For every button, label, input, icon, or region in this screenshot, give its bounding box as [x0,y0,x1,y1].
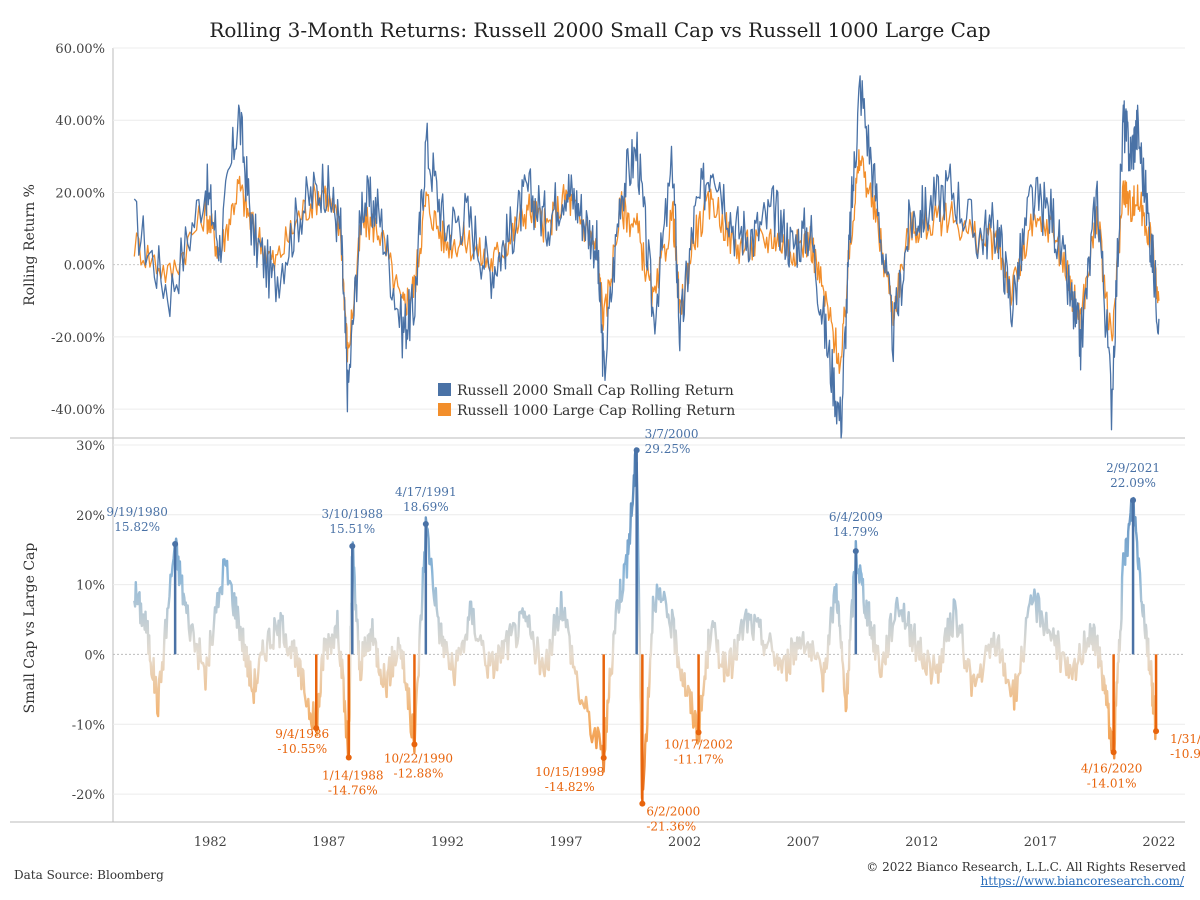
top-y-tick-label: -40.00% [51,403,105,418]
annotation-value-label: -14.82% [545,780,595,794]
top-y-tick-label: 0.00% [64,259,105,274]
annotation-date-label: 1/31/2022 [1170,732,1200,746]
top-y-tick-label: 60.00% [55,42,105,57]
x-tick-label: 2007 [787,835,820,850]
annotation-marker [313,725,320,732]
annotation-value-label: -12.88% [394,766,444,780]
bottom-y-axis-label: Small Cap vs Large Cap [22,543,38,714]
annotation-date-label: 9/4/1986 [275,727,329,741]
annotation-date-label: 3/10/1988 [322,507,384,521]
annotation-date-label: 10/15/1998 [535,765,604,779]
bottom-y-tick-label: -20% [72,788,105,803]
bottom-y-tick-label: -10% [72,718,105,733]
top-gridlines [113,47,1185,410]
bottom-y-tick-label: 20% [76,509,105,524]
bottom-y-tick-label: 0% [84,648,105,663]
x-tick-label: 2012 [905,835,938,850]
annotation-date-label: 4/16/2020 [1081,761,1143,775]
annotation-marker [1110,749,1117,756]
annotation-value-label: 15.82% [114,520,160,534]
website-link[interactable]: https://www.biancoresearch.com/ [980,874,1184,888]
annotation-value-label: 18.69% [403,500,449,514]
top-series-group [133,75,1160,439]
top-y-tick-label: 20.00% [55,186,105,201]
top-y-tick-label: 40.00% [55,114,105,129]
legend-label-small-cap: Russell 2000 Small Cap Rolling Return [457,383,734,399]
annotation-value-label: 22.09% [1110,476,1156,490]
annotation-marker [852,548,859,555]
copyright-note: © 2022 Bianco Research, L.L.C. All Right… [866,860,1186,874]
legend-label-large-cap: Russell 1000 Large Cap Rolling Return [457,403,735,419]
chart-title: Rolling 3-Month Returns: Russell 2000 Sm… [209,18,991,42]
annotation-value-label: 14.79% [833,525,879,539]
annotation-marker [172,540,179,547]
annotation-marker [411,741,418,748]
legend-swatch-large-cap [438,403,451,416]
annotation-marker [422,520,429,527]
annotation-date-label: 10/22/1990 [384,751,453,765]
annotation-marker [345,754,352,761]
bottom-y-tick-label: 10% [76,579,105,594]
x-tick-label: 1997 [549,835,582,850]
bottom-y-tick-labels: 30% 20% 10% 0% -10% -20% [72,439,105,803]
annotation-value-label: -10.98% [1170,747,1200,761]
annotation-value-label: -21.36% [646,820,696,834]
annotation-value-label: 29.25% [645,442,691,456]
annotation-date-label: 4/17/1991 [395,485,457,499]
annotation-date-label: 1/14/1988 [322,768,384,782]
x-tick-label: 2022 [1142,835,1175,850]
x-tick-label: 1992 [431,835,464,850]
annotation-marker [695,729,702,736]
x-tick-labels: 1982 1987 1992 1997 2002 2007 2012 2017 2022 [194,835,1176,850]
large-cap-series-line [133,149,1160,374]
legend-swatch-small-cap [438,383,451,396]
top-y-tick-label: -20.00% [51,331,105,346]
bottom-gridlines [113,444,1185,795]
annotation-date-label: 3/7/2000 [645,427,699,441]
annotation-date-label: 6/4/2009 [829,510,883,524]
annotation-marker [633,447,640,454]
annotation-marker [1153,728,1160,735]
annotation-value-label: -10.55% [277,742,327,756]
annotation-date-label: 10/17/2002 [664,737,733,751]
data-source-note: Data Source: Bloomberg [14,868,164,882]
bottom-y-tick-label: 30% [76,439,105,454]
annotation-marker [349,543,356,550]
top-y-axis-label: Rolling Return % [22,184,38,306]
bottom-annotations: 9/19/198015.82%3/10/198815.51%4/17/19911… [106,427,1200,833]
annotation-marker [639,800,646,807]
annotation-date-label: 9/19/1980 [106,505,168,519]
annotation-value-label: -14.01% [1087,776,1137,790]
annotation-marker [600,754,607,761]
chart-frame [10,48,1185,823]
annotation-date-label: 2/9/2021 [1106,461,1160,475]
annotation-marker [1130,497,1137,504]
legend: Russell 2000 Small Cap Rolling Return Ru… [438,383,735,419]
annotation-value-label: -11.17% [674,752,724,766]
x-tick-label: 2002 [668,835,701,850]
small-cap-series-line [133,75,1160,439]
annotation-date-label: 6/2/2000 [646,805,700,819]
x-tick-label: 2017 [1024,835,1057,850]
x-tick-label: 1982 [194,835,227,850]
annotation-value-label: -14.76% [328,783,378,797]
x-tick-label: 1987 [312,835,345,850]
top-y-tick-labels: 60.00% 40.00% 20.00% 0.00% -20.00% -40.00% [51,42,105,418]
annotation-value-label: 15.51% [329,522,375,536]
